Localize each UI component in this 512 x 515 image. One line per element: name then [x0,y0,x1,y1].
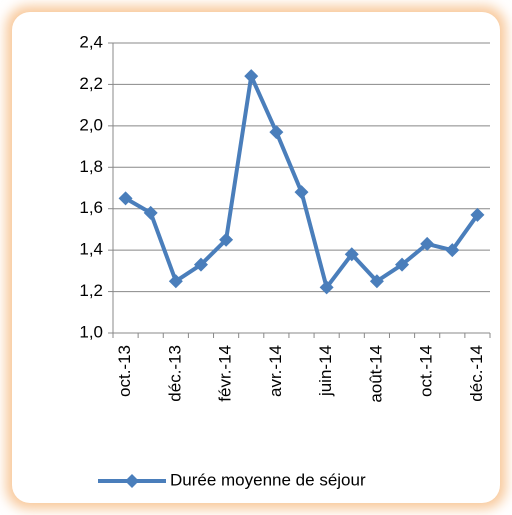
point-marker [470,207,485,222]
point-marker [118,191,133,206]
x-tick-label: août-14 [366,345,385,403]
legend-marker [125,474,139,488]
x-tick-label: déc.-13 [165,345,184,402]
point-marker [193,257,208,272]
y-tick-label: 1,8 [79,157,103,176]
y-tick-label: 1,0 [79,322,103,341]
point-marker [219,232,234,247]
x-tick-label: oct.-13 [115,345,134,397]
point-marker [168,274,183,289]
point-marker [319,280,334,295]
y-tick-label: 1,6 [79,198,103,217]
point-marker [143,205,158,220]
point-marker [294,185,309,200]
point-marker [395,257,410,272]
point-marker [445,243,460,258]
frame [12,12,500,503]
x-tick-label: févr.-14 [216,345,235,402]
point-marker [420,236,435,251]
y-tick-label: 1,2 [79,281,103,300]
point-marker [269,125,284,140]
legend-label: Durée moyenne de séjour [170,470,366,489]
y-tick-label: 2,0 [79,115,103,134]
x-tick-label: oct.-14 [417,345,436,397]
point-marker [369,274,384,289]
point-marker [344,247,359,262]
x-tick-label: avr.-14 [266,345,285,397]
y-tick-label: 2,2 [79,74,103,93]
point-marker [244,69,259,84]
y-tick-label: 1,4 [79,240,103,259]
x-tick-label: déc.-14 [467,345,486,402]
y-tick-label: 2,4 [79,32,103,51]
x-tick-label: juin-14 [316,345,335,397]
